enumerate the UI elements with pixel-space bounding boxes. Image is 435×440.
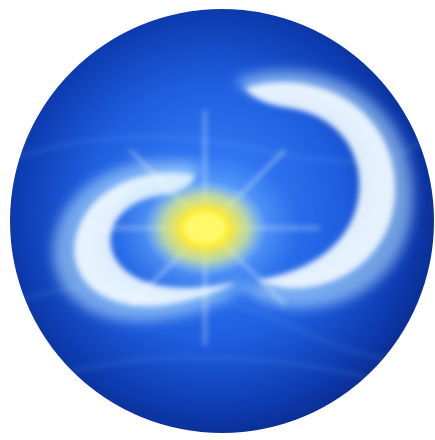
swirl-arm-upper-highlight [245, 82, 396, 289]
